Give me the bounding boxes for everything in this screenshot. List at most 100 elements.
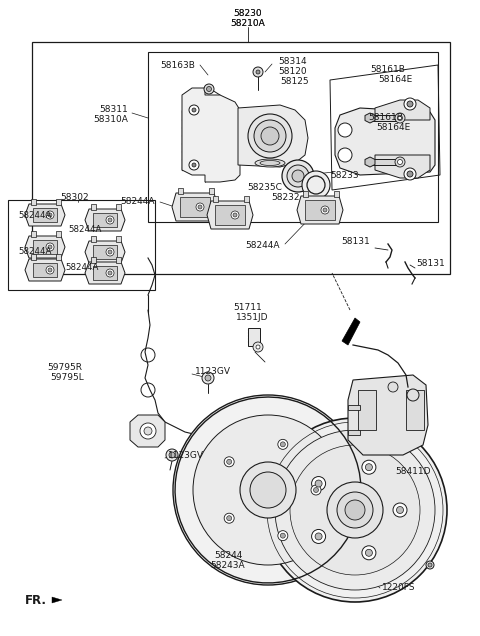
Bar — [33, 208, 57, 222]
Bar — [370, 159, 400, 165]
Bar — [180, 197, 210, 217]
Bar — [31, 199, 36, 205]
Text: 58311: 58311 — [99, 106, 128, 114]
Circle shape — [388, 382, 398, 392]
Circle shape — [253, 342, 263, 352]
Text: 58243A: 58243A — [211, 560, 245, 569]
Text: 58233: 58233 — [330, 170, 359, 179]
Polygon shape — [52, 597, 62, 603]
Circle shape — [395, 113, 405, 123]
Circle shape — [46, 211, 54, 219]
Circle shape — [404, 168, 416, 180]
Circle shape — [312, 476, 325, 490]
Circle shape — [362, 546, 376, 560]
Text: 58210A: 58210A — [230, 18, 265, 27]
Text: 58244A: 58244A — [18, 211, 51, 219]
Bar — [8, 200, 155, 290]
Circle shape — [261, 127, 279, 145]
Circle shape — [365, 464, 372, 471]
Polygon shape — [25, 204, 65, 226]
Circle shape — [248, 114, 292, 158]
Text: 58244A: 58244A — [18, 247, 51, 256]
Text: 58125: 58125 — [280, 76, 309, 85]
Circle shape — [192, 163, 196, 167]
Circle shape — [192, 108, 196, 112]
Text: 58411D: 58411D — [395, 467, 431, 476]
Text: 1123GV: 1123GV — [195, 368, 231, 377]
Ellipse shape — [260, 160, 280, 165]
Circle shape — [189, 105, 199, 115]
Bar — [209, 188, 214, 194]
Polygon shape — [85, 209, 125, 231]
Circle shape — [327, 482, 383, 538]
Text: 58161B: 58161B — [368, 113, 403, 123]
Circle shape — [250, 472, 286, 508]
Text: 58244A: 58244A — [245, 242, 280, 251]
Circle shape — [278, 530, 288, 541]
Circle shape — [204, 84, 214, 94]
Circle shape — [287, 165, 309, 187]
Circle shape — [275, 430, 435, 590]
Text: 58314: 58314 — [278, 57, 307, 67]
Circle shape — [263, 418, 447, 602]
Circle shape — [345, 500, 365, 520]
Bar — [32, 42, 450, 274]
Bar — [93, 245, 117, 259]
Circle shape — [144, 427, 152, 435]
Polygon shape — [365, 113, 375, 123]
Bar — [56, 231, 61, 237]
Text: 58244A: 58244A — [68, 226, 101, 235]
Circle shape — [166, 449, 178, 461]
Polygon shape — [130, 415, 165, 447]
Bar — [31, 231, 36, 237]
Circle shape — [224, 457, 234, 467]
Circle shape — [428, 563, 432, 567]
Circle shape — [173, 395, 363, 585]
Circle shape — [169, 452, 175, 458]
Polygon shape — [25, 259, 65, 281]
Bar — [303, 191, 308, 197]
Circle shape — [196, 203, 204, 211]
Circle shape — [396, 506, 404, 513]
Polygon shape — [365, 157, 375, 167]
Circle shape — [48, 268, 52, 272]
Circle shape — [313, 488, 319, 492]
Circle shape — [205, 375, 211, 381]
Bar — [93, 266, 117, 280]
Bar — [370, 115, 400, 121]
Bar — [215, 205, 245, 225]
Circle shape — [106, 216, 114, 224]
Circle shape — [227, 459, 232, 464]
Text: 58310A: 58310A — [93, 116, 128, 125]
Circle shape — [395, 157, 405, 167]
Circle shape — [302, 171, 330, 199]
Bar — [244, 196, 249, 202]
Polygon shape — [25, 236, 65, 258]
Bar — [248, 328, 260, 346]
Text: 58302: 58302 — [60, 193, 89, 202]
Bar — [358, 390, 376, 430]
Text: 58232: 58232 — [272, 193, 300, 202]
Circle shape — [240, 462, 296, 518]
Polygon shape — [348, 375, 428, 455]
Ellipse shape — [255, 159, 285, 167]
Circle shape — [202, 372, 214, 384]
Circle shape — [404, 98, 416, 110]
Bar — [305, 200, 335, 220]
Circle shape — [108, 271, 112, 275]
Bar — [56, 254, 61, 260]
Circle shape — [407, 389, 419, 401]
Bar — [116, 257, 121, 263]
Text: FR.: FR. — [25, 593, 47, 607]
Circle shape — [189, 160, 199, 170]
Bar — [178, 188, 183, 194]
Circle shape — [426, 561, 434, 569]
Circle shape — [227, 516, 232, 521]
Text: 58244A: 58244A — [120, 198, 155, 207]
Circle shape — [280, 533, 285, 538]
Polygon shape — [85, 262, 125, 284]
Text: 58230: 58230 — [234, 10, 262, 18]
Circle shape — [290, 445, 420, 575]
Circle shape — [233, 213, 237, 217]
Bar — [91, 204, 96, 210]
